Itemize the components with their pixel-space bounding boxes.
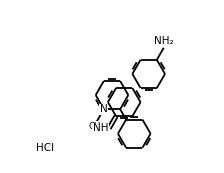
Text: CH₃: CH₃	[89, 122, 104, 131]
Text: NH: NH	[93, 123, 108, 133]
Text: N: N	[100, 104, 108, 114]
Text: HCl: HCl	[37, 143, 55, 153]
Text: NH₂: NH₂	[154, 36, 174, 46]
